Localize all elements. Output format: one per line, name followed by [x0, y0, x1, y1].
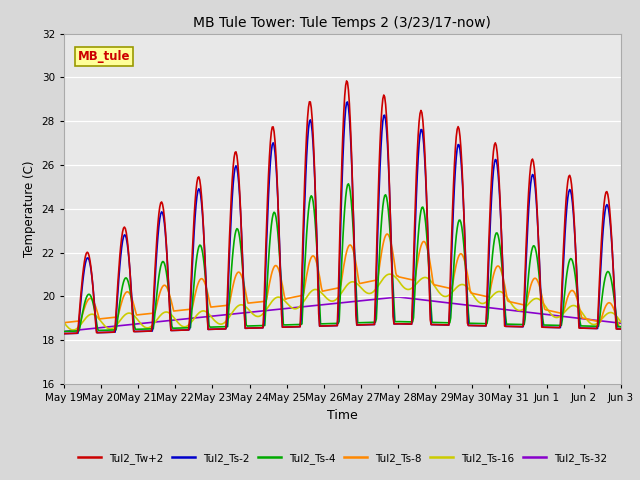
- Tul2_Ts-4: [344, 181, 352, 187]
- X-axis label: Time: Time: [327, 408, 358, 421]
- Title: MB Tule Tower: Tule Temps 2 (3/23/17-now): MB Tule Tower: Tule Temps 2 (3/23/17-now…: [193, 16, 492, 30]
- Tul2_Ts-4: [433, 320, 440, 325]
- Tul2_Ts-16: [60, 320, 68, 325]
- Tul2_Ts-16: [159, 310, 167, 316]
- Tul2_Ts-16: [70, 327, 77, 333]
- Tul2_Ts-16: [204, 311, 212, 316]
- Tul2_Ts-32: [388, 295, 396, 300]
- Tul2_Ts-2: [204, 305, 211, 311]
- Tul2_Ts-2: [344, 99, 351, 105]
- Tul2_Ts-32: [204, 314, 211, 320]
- Line: Tul2_Ts-8: Tul2_Ts-8: [64, 234, 621, 326]
- Tul2_Ts-8: [60, 320, 68, 325]
- Tul2_Ts-32: [159, 318, 166, 324]
- Tul2_Ts-2: [159, 210, 166, 216]
- Tul2_Tw+2: [312, 208, 320, 214]
- Tul2_Tw+2: [60, 331, 68, 336]
- Line: Tul2_Tw+2: Tul2_Tw+2: [64, 81, 621, 334]
- Tul2_Ts-8: [383, 231, 391, 237]
- Line: Tul2_Ts-2: Tul2_Ts-2: [64, 102, 621, 334]
- Tul2_Ts-32: [394, 294, 401, 300]
- Y-axis label: Temperature (C): Temperature (C): [23, 160, 36, 257]
- Tul2_Tw+2: [617, 326, 625, 332]
- Tul2_Ts-2: [60, 331, 68, 336]
- Tul2_Ts-4: [60, 328, 68, 334]
- Tul2_Ts-4: [312, 230, 320, 236]
- Tul2_Ts-2: [433, 322, 440, 327]
- Tul2_Ts-2: [389, 301, 397, 307]
- Tul2_Ts-8: [312, 257, 320, 263]
- Tul2_Ts-4: [389, 284, 397, 289]
- Tul2_Ts-4: [617, 324, 625, 330]
- Tul2_Ts-2: [480, 323, 488, 329]
- Tul2_Ts-32: [312, 302, 320, 308]
- Tul2_Tw+2: [159, 201, 166, 207]
- Tul2_Ts-4: [480, 321, 488, 326]
- Tul2_Ts-16: [390, 273, 398, 279]
- Tul2_Ts-2: [617, 326, 625, 332]
- Legend: Tul2_Tw+2, Tul2_Ts-2, Tul2_Ts-4, Tul2_Ts-8, Tul2_Ts-16, Tul2_Ts-32: Tul2_Tw+2, Tul2_Ts-2, Tul2_Ts-4, Tul2_Ts…: [74, 449, 611, 468]
- Tul2_Ts-8: [617, 324, 625, 329]
- Tul2_Ts-4: [159, 259, 166, 264]
- Line: Tul2_Ts-16: Tul2_Ts-16: [64, 274, 621, 330]
- Tul2_Ts-8: [204, 288, 211, 294]
- Tul2_Ts-16: [481, 300, 489, 306]
- Tul2_Ts-32: [480, 304, 488, 310]
- Text: MB_tule: MB_tule: [78, 50, 131, 63]
- Tul2_Ts-16: [617, 319, 625, 325]
- Tul2_Tw+2: [389, 313, 397, 319]
- Tul2_Ts-4: [204, 296, 211, 302]
- Tul2_Ts-8: [433, 282, 440, 288]
- Tul2_Tw+2: [343, 78, 351, 84]
- Tul2_Ts-32: [433, 299, 440, 304]
- Line: Tul2_Ts-4: Tul2_Ts-4: [64, 184, 621, 331]
- Tul2_Tw+2: [433, 322, 440, 327]
- Tul2_Ts-16: [434, 288, 442, 293]
- Tul2_Ts-32: [60, 329, 68, 335]
- Tul2_Tw+2: [204, 313, 211, 319]
- Tul2_Ts-8: [389, 251, 397, 257]
- Tul2_Ts-8: [480, 293, 488, 299]
- Tul2_Ts-16: [385, 271, 393, 277]
- Tul2_Ts-16: [313, 287, 321, 292]
- Line: Tul2_Ts-32: Tul2_Ts-32: [64, 297, 621, 332]
- Tul2_Ts-2: [312, 207, 320, 213]
- Tul2_Tw+2: [480, 323, 488, 329]
- Tul2_Ts-32: [617, 320, 625, 326]
- Tul2_Ts-8: [159, 284, 166, 289]
